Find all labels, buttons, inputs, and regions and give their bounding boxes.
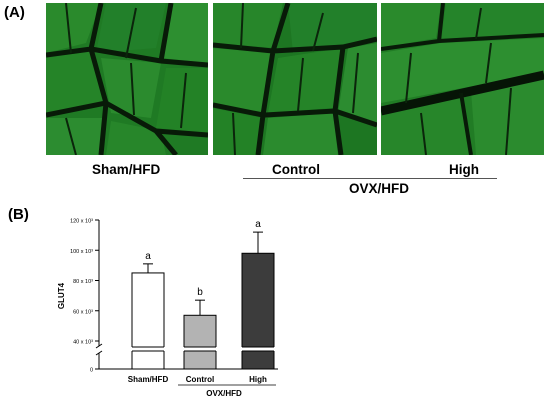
y-axis-label: GLUT4	[57, 282, 66, 309]
y-tick-label-3: 80 x 10³	[73, 279, 93, 285]
y-tick-label-4: 100 x 10³	[70, 249, 93, 255]
caption-control: Control	[272, 162, 320, 177]
panel-a-label: (A)	[4, 4, 25, 21]
group-bracket-label: OVX/HFD	[206, 389, 242, 398]
significance-label-1: b	[197, 287, 203, 298]
y-tick-label-2: 60 x 10³	[73, 309, 93, 315]
caption-high: High	[449, 162, 479, 177]
y-axis-break-mark-2	[95, 350, 103, 356]
bar-break-0	[131, 347, 165, 351]
micrograph-high	[381, 3, 544, 155]
significance-label-2: a	[255, 219, 261, 230]
bar-break-2	[241, 347, 275, 351]
panel-b-label: (B)	[8, 206, 29, 223]
category-label-2: High	[249, 375, 267, 384]
caption-sham-hfd: Sham/HFD	[92, 162, 161, 177]
y-tick-label-5: 120 x 10³	[70, 219, 93, 225]
category-label-0: Sham/HFD	[128, 375, 169, 384]
y-tick-label-0: 0	[90, 368, 93, 374]
bar-2	[241, 252, 275, 370]
y-axis-break-mark-1	[95, 343, 103, 349]
group-label-ovx-hfd: OVX/HFD	[349, 181, 410, 196]
bar-0	[131, 272, 165, 370]
category-label-1: Control	[186, 375, 214, 384]
bar-1	[183, 314, 217, 370]
micrograph-sham-hfd	[46, 3, 208, 155]
significance-label-0: a	[145, 251, 151, 262]
micrograph-control	[213, 3, 377, 155]
bar-break-1	[183, 347, 217, 351]
y-tick-label-1: 40 x 10³	[73, 340, 93, 346]
group-bracket-line	[243, 178, 497, 179]
